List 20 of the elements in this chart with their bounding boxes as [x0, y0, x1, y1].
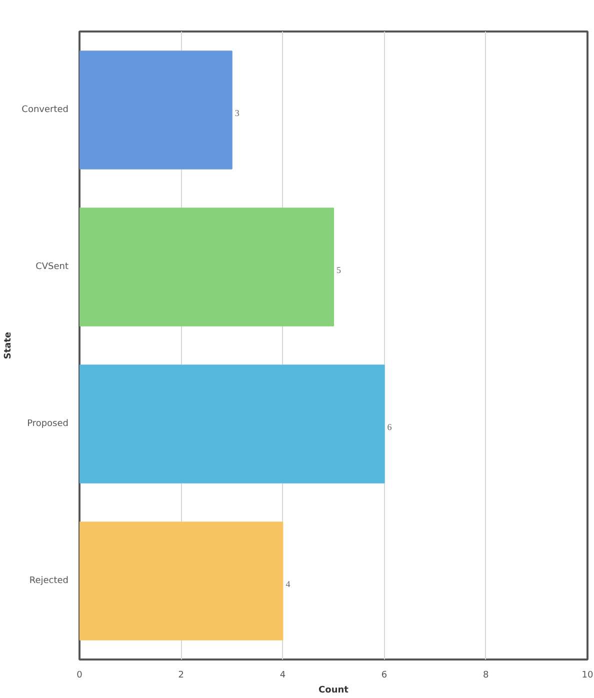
data-label: 5 [336, 265, 342, 275]
x-tick-label: 6 [381, 670, 388, 680]
x-tick-label: 2 [178, 670, 184, 680]
bar [80, 208, 334, 326]
y-tick-label: Proposed [27, 419, 68, 429]
y-tick-label: Converted [22, 105, 69, 115]
y-tick-label: CVSent [36, 262, 69, 272]
y-tick-label: Rejected [29, 576, 69, 586]
bar [80, 522, 284, 640]
x-tick-label: 4 [280, 670, 286, 680]
bar [80, 364, 385, 484]
data-label: 4 [286, 579, 291, 589]
x-tick-label: 10 [582, 670, 594, 680]
x-axis-title: Count [318, 686, 350, 696]
data-label: 6 [387, 422, 392, 432]
x-tick-label: 8 [483, 670, 490, 680]
x-tick-label: 0 [76, 670, 83, 680]
bar [80, 50, 232, 170]
data-label: 3 [234, 108, 240, 118]
y-axis-title: State [4, 332, 14, 360]
